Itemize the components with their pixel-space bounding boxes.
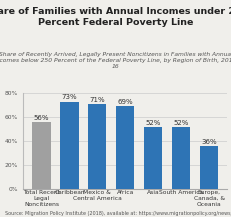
Bar: [143, 127, 161, 189]
Text: 69%: 69%: [117, 99, 133, 105]
Text: Share of Recently Arrived, Legally Present Noncitizens in Families with Annual
I: Share of Recently Arrived, Legally Prese…: [0, 52, 231, 69]
Text: Share of Families with Annual Incomes under 250
Percent Federal Poverty Line: Share of Families with Annual Incomes un…: [0, 7, 231, 27]
Bar: [60, 102, 78, 189]
Text: 52%: 52%: [173, 120, 188, 125]
Text: 73%: 73%: [61, 94, 77, 100]
Text: Source: Migration Policy Institute (2018), available at: https://www.migrationpo: Source: Migration Policy Institute (2018…: [5, 211, 231, 216]
Bar: [88, 104, 106, 189]
Text: 71%: 71%: [89, 97, 105, 103]
Text: 52%: 52%: [145, 120, 160, 125]
Text: 36%: 36%: [200, 139, 216, 145]
Bar: [199, 146, 217, 189]
Bar: [32, 122, 50, 189]
Bar: [171, 127, 189, 189]
Bar: [116, 106, 134, 189]
Text: 56%: 56%: [34, 115, 49, 121]
